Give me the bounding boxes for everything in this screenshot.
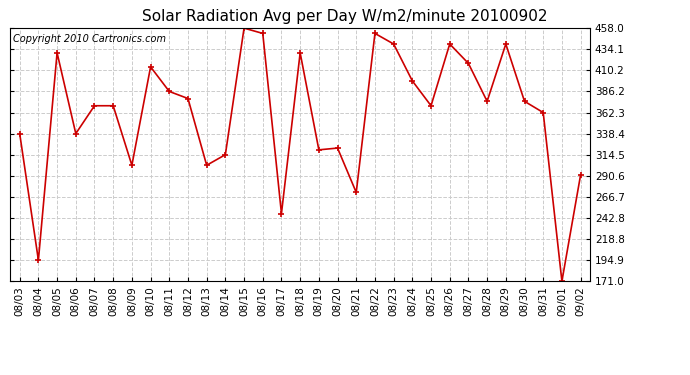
Text: Solar Radiation Avg per Day W/m2/minute 20100902: Solar Radiation Avg per Day W/m2/minute … [142,9,548,24]
Text: Copyright 2010 Cartronics.com: Copyright 2010 Cartronics.com [13,34,166,45]
